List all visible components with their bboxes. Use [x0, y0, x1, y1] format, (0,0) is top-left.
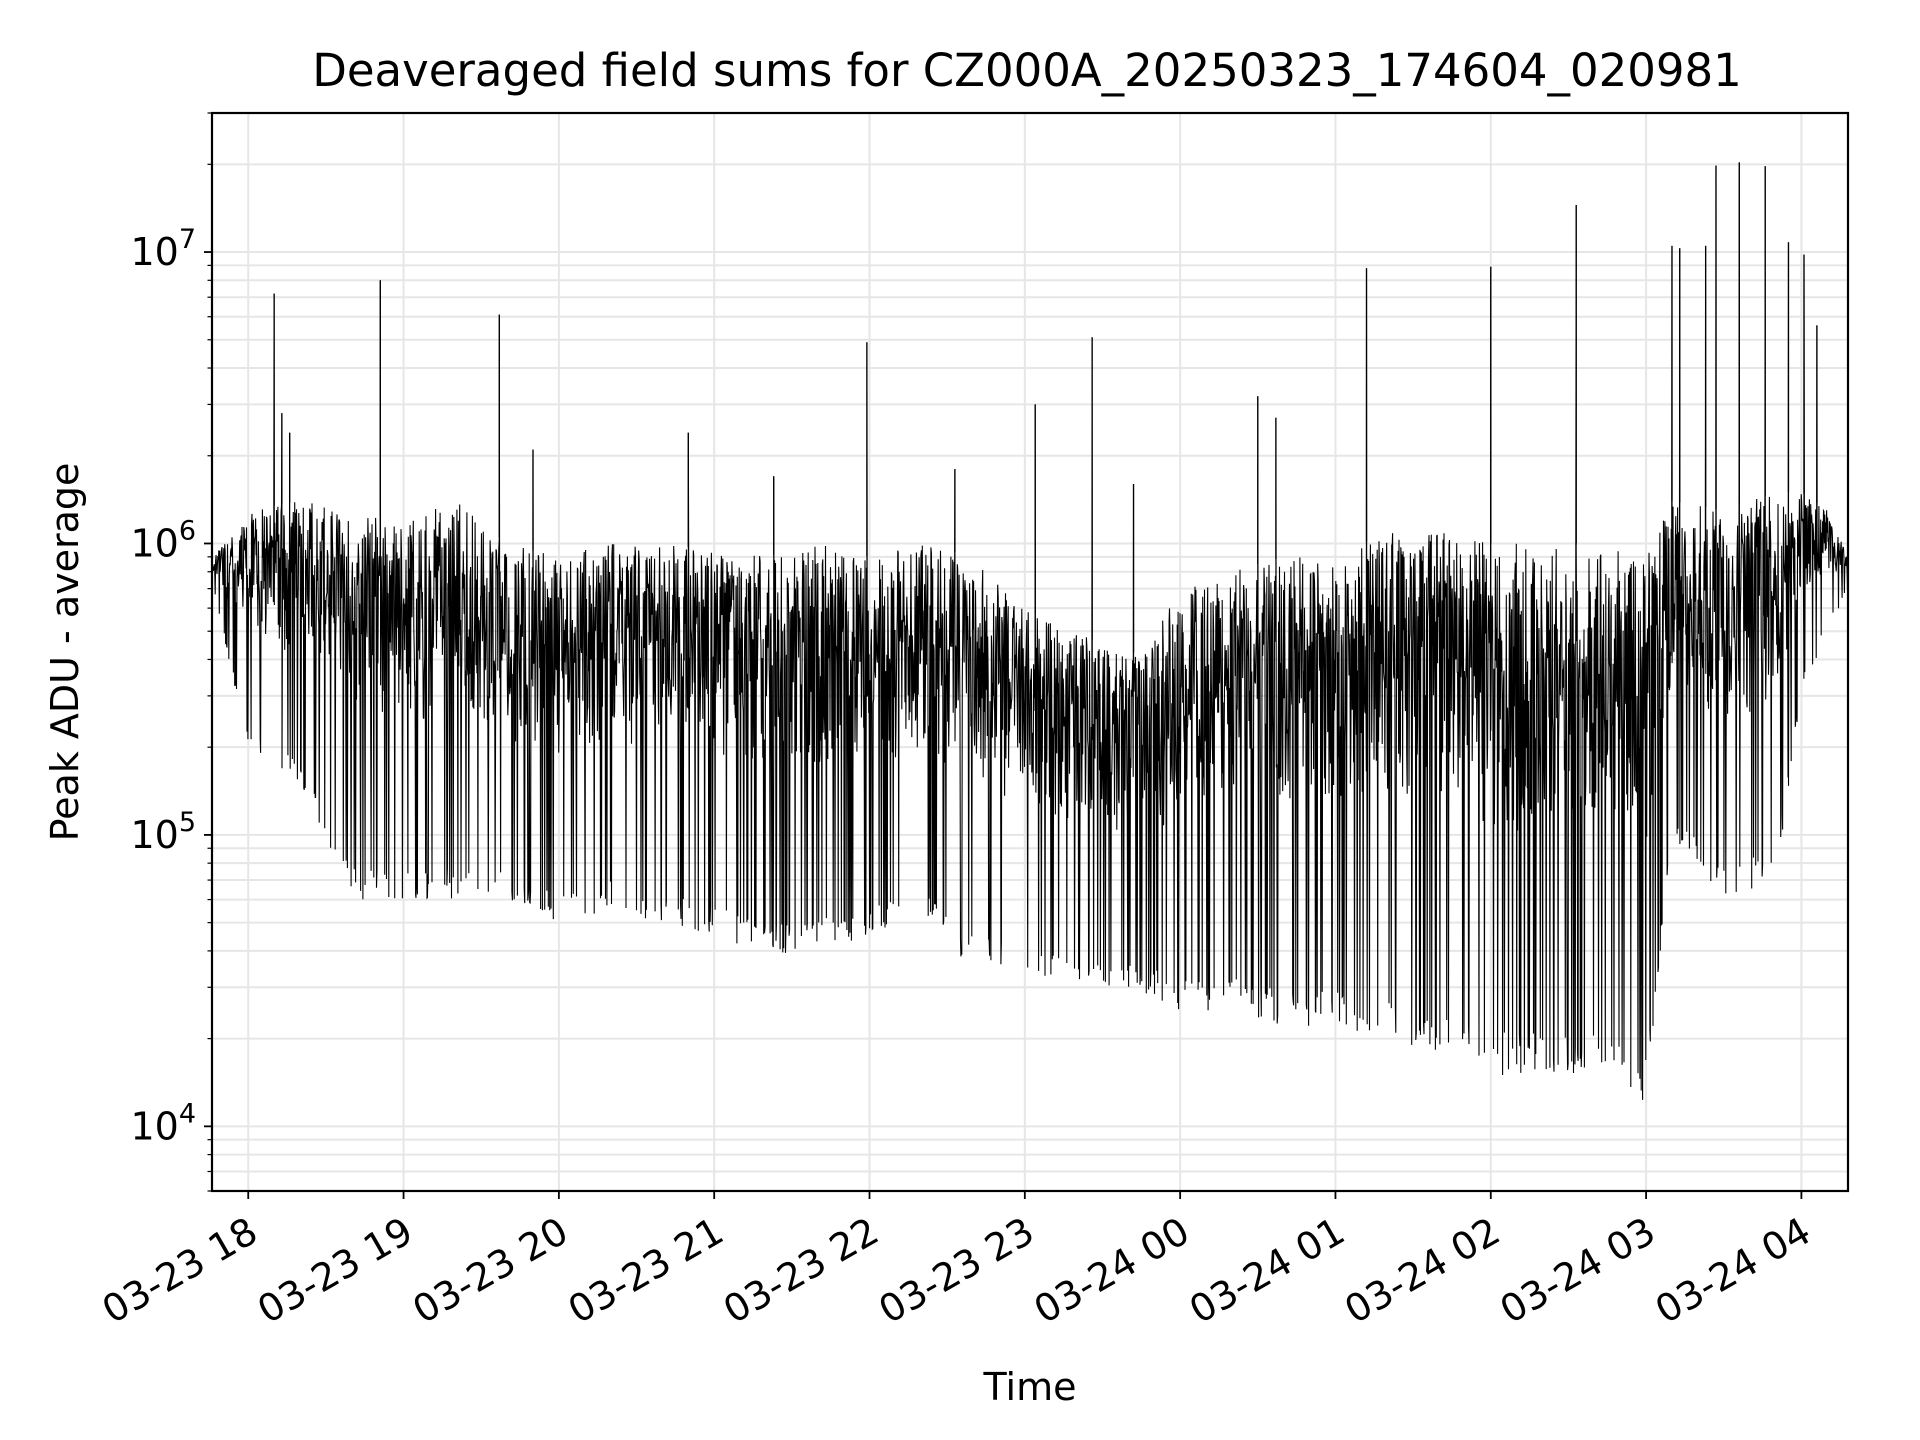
x-axis-label: Time	[983, 1365, 1077, 1409]
y-tick-exponent: 5	[179, 807, 196, 838]
plot-frame	[210, 111, 1850, 1193]
y-tick-base: 10	[130, 521, 178, 565]
y-tick-exponent: 4	[179, 1098, 196, 1129]
y-tick-base: 10	[130, 813, 178, 857]
plot-data	[211, 162, 1849, 1100]
y-tick-exponent: 7	[179, 224, 196, 255]
y-axis-label: Peak ADU - average	[43, 463, 87, 842]
chart-title: Deaveraged field sums for CZ000A_2025032…	[312, 44, 1742, 97]
y-tick-label: 106	[130, 515, 196, 565]
y-tick-label: 107	[130, 224, 196, 274]
y-tick-base: 10	[130, 230, 178, 274]
y-tick-exponent: 6	[179, 515, 196, 546]
y-tick-label: 104	[130, 1098, 196, 1148]
y-tick-base: 10	[130, 1104, 178, 1148]
y-tick-label: 105	[130, 807, 196, 857]
series-line	[211, 162, 1849, 1100]
